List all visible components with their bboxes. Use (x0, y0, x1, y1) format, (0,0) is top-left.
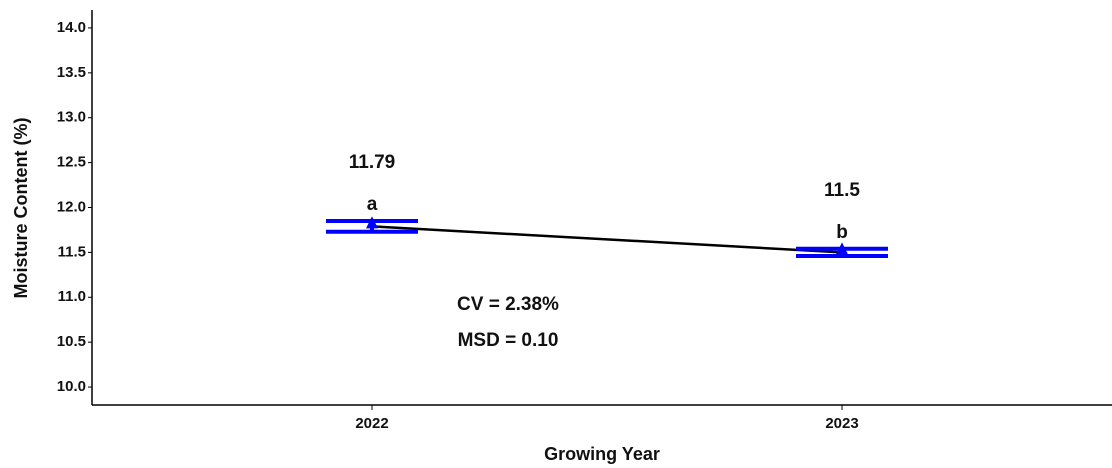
y-tick-label: 10.5 (57, 333, 86, 350)
y-tick-label: 11.0 (58, 288, 86, 305)
y-tick-label: 14.0 (57, 19, 86, 36)
y-tick-label: 10.0 (57, 378, 86, 395)
x-tick-label: 2022 (355, 415, 388, 432)
series-line (371, 225, 843, 254)
point (366, 216, 378, 229)
annotation: MSD = 0.10 (458, 330, 559, 351)
data-label: 11.5 (824, 180, 860, 201)
y-axis-title: Moisture Content (%) (11, 118, 31, 299)
point (836, 242, 848, 255)
data-label: 11.79 (349, 152, 396, 173)
group-letter: a (367, 194, 378, 215)
group-letter: b (836, 222, 848, 243)
y-tick-label: 12.0 (57, 198, 86, 215)
x-tick-label: 2023 (825, 415, 858, 432)
x-axis-title: Growing Year (544, 444, 660, 464)
annotation: CV = 2.38% (457, 294, 559, 315)
y-tick-label: 13.0 (57, 109, 86, 126)
y-tick-label: 12.5 (57, 154, 86, 171)
y-tick-label: 11.5 (58, 243, 86, 260)
y-tick-label: 13.5 (57, 64, 86, 81)
